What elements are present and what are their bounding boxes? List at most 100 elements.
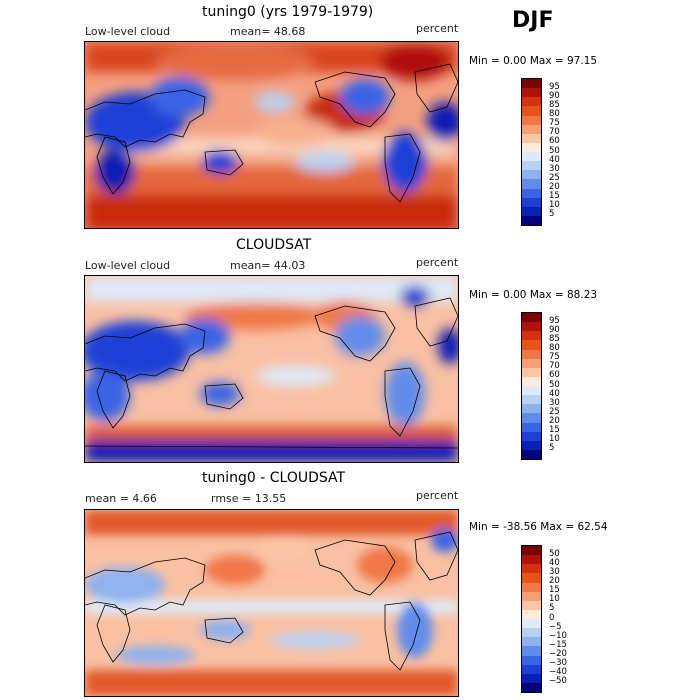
colorbar-swatch: [522, 179, 541, 189]
colorbar-tick-label: 10: [549, 200, 560, 211]
colorbar-tick-label: 30: [549, 566, 560, 577]
colorbar-tick-label: 85: [549, 99, 560, 110]
colorbar-tick-label: 20: [549, 416, 560, 426]
colorbar-swatch: [522, 546, 541, 556]
colorbar-swatch: [522, 349, 541, 359]
colorbar-tick-label: 70: [549, 127, 560, 138]
colorbar-tick-label: −10: [549, 630, 567, 641]
colorbar-tick-label: 70: [549, 361, 560, 372]
panel2-variable-label: Low-level cloud: [85, 259, 171, 272]
panel2-map: [84, 275, 459, 463]
panel2-mean: mean= 44.03: [230, 259, 306, 272]
colorbar-tick-label: 90: [549, 324, 560, 335]
colorbar-tick-label: 60: [549, 370, 560, 381]
panel1-variable-label: Low-level cloud: [85, 25, 171, 38]
colorbar-tick-label: 20: [549, 576, 560, 586]
colorbar-swatch: [522, 609, 541, 619]
colorbar-swatch: [522, 564, 541, 574]
colorbar-swatch: [522, 637, 541, 647]
colorbar-swatch: [522, 97, 541, 107]
colorbar-swatch: [522, 340, 541, 350]
panel1-title: tuning0 (yrs 1979-1979): [202, 4, 374, 20]
colorbar-swatch: [522, 170, 541, 180]
colorbar-tick-label: 75: [549, 352, 560, 363]
colorbar-swatch: [522, 655, 541, 665]
panel1-map: [84, 41, 459, 229]
colorbar-tick-label: 75: [549, 118, 560, 129]
colorbar-swatch: [522, 386, 541, 396]
colorbar-tick-label: 90: [549, 90, 560, 101]
colorbar-tick-label: 50: [549, 379, 560, 390]
colorbar-swatch: [522, 124, 541, 134]
panel1-minmax: Min = 0.00 Max = 97.15: [469, 55, 598, 67]
colorbar-tick-label: 5: [549, 443, 555, 454]
colorbar-swatch: [522, 188, 541, 198]
colorbar-swatch: [522, 331, 541, 341]
colorbar-tick-label: 95: [549, 315, 560, 326]
colorbar-swatch: [522, 673, 541, 683]
colorbar-tick-label: −30: [549, 658, 567, 669]
colorbar-swatch: [522, 404, 541, 414]
panel3-mean: mean = 4.66: [85, 492, 157, 505]
colorbar-swatch: [522, 142, 541, 152]
colorbar-swatch: [522, 591, 541, 601]
colorbar-swatch: [522, 555, 541, 565]
colorbar-swatch: [522, 573, 541, 583]
colorbar-tick-label: 25: [549, 406, 560, 417]
colorbar-tick-label: 30: [549, 163, 560, 174]
panel1-map-svg: [85, 42, 458, 228]
colorbar-swatch: [522, 682, 541, 692]
colorbar-swatch: [522, 133, 541, 143]
panel3-units: percent: [416, 489, 459, 502]
colorbar-swatch: [522, 628, 541, 638]
colorbar-swatch: [522, 646, 541, 656]
colorbar-tick-label: 15: [549, 425, 560, 436]
panel3-minmax: Min = -38.56 Max = 62.54: [469, 521, 608, 533]
colorbar-swatch: [522, 422, 541, 432]
colorbar-tick-label: 15: [549, 191, 560, 202]
colorbar-swatch: [522, 619, 541, 629]
panel3-title: tuning0 - CLOUDSAT: [202, 470, 346, 486]
colorbar-swatch: [522, 215, 541, 225]
panel3-map: [84, 509, 459, 697]
colorbar-swatch: [522, 440, 541, 450]
colorbar-tick-label: 60: [549, 136, 560, 147]
colorbar-tick-label: −20: [549, 649, 567, 659]
panel1-units: percent: [416, 22, 459, 35]
colorbar-tick-label: 5: [549, 209, 555, 220]
colorbar-tick-label: 40: [549, 557, 560, 568]
colorbar-tick-label: 20: [549, 182, 560, 192]
colorbar-tick-label: 50: [549, 145, 560, 156]
colorbar-swatch: [522, 79, 541, 89]
panel2-colorbar: [521, 312, 542, 460]
colorbar-tick-label: 80: [549, 343, 560, 353]
panel3-colorbar: [521, 545, 542, 693]
colorbar-swatch: [522, 664, 541, 674]
colorbar-swatch: [522, 161, 541, 171]
colorbar-tick-label: 0: [549, 612, 555, 623]
colorbar-swatch: [522, 431, 541, 441]
colorbar-swatch: [522, 313, 541, 323]
panel1-colorbar: [521, 78, 542, 226]
panel3-map-svg: [85, 510, 458, 696]
panel2-minmax: Min = 0.00 Max = 88.23: [469, 289, 598, 301]
colorbar-swatch: [522, 206, 541, 216]
colorbar-tick-label: 50: [549, 548, 560, 559]
colorbar-swatch: [522, 358, 541, 368]
colorbar-tick-label: 15: [549, 585, 560, 596]
colorbar-tick-label: 10: [549, 434, 560, 445]
panel3-rmse: rmse = 13.55: [211, 492, 287, 505]
colorbar-swatch: [522, 376, 541, 386]
panel2-map-svg: [85, 276, 458, 462]
colorbar-swatch: [522, 367, 541, 377]
colorbar-swatch: [522, 449, 541, 459]
colorbar-tick-label: 5: [549, 603, 555, 614]
colorbar-tick-label: −50: [549, 676, 567, 687]
colorbar-tick-label: 85: [549, 333, 560, 344]
colorbar-tick-label: 95: [549, 81, 560, 92]
colorbar-swatch: [522, 395, 541, 405]
panel1-mean: mean= 48.68: [230, 25, 306, 38]
colorbar-swatch: [522, 413, 541, 423]
season-label: DJF: [512, 8, 554, 33]
colorbar-tick-label: 25: [549, 172, 560, 183]
